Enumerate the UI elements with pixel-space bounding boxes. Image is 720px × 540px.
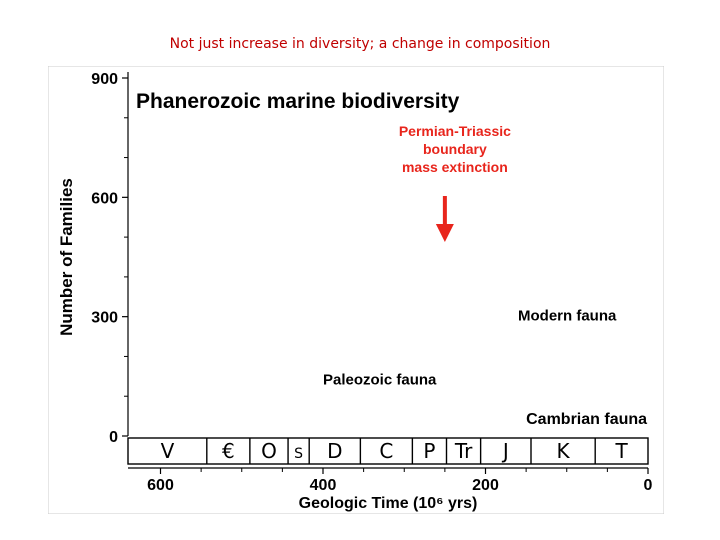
period-label: C bbox=[379, 439, 393, 463]
period-label: P bbox=[423, 439, 435, 463]
period-strip: V € O S D C P Tr J K T bbox=[127, 437, 649, 465]
x-axis-label: Geologic Time (10⁶ yrs) bbox=[299, 495, 478, 512]
period-label: D bbox=[327, 439, 342, 463]
y-tick-label: 300 bbox=[91, 310, 118, 327]
period-label: K bbox=[557, 439, 571, 463]
y-tick-label: 600 bbox=[91, 190, 118, 207]
period-label: T bbox=[614, 439, 628, 463]
x-tick-label: 200 bbox=[472, 477, 499, 494]
series-label-3: Modern fauna bbox=[518, 308, 617, 325]
annotation-line: boundary bbox=[423, 141, 487, 157]
period-label: V bbox=[161, 439, 175, 463]
chart-title: Phanerozoic marine biodiversity bbox=[136, 90, 460, 113]
annotation-line: mass extinction bbox=[402, 159, 508, 175]
period-label: J bbox=[501, 439, 509, 463]
series-label-2: Paleozoic fauna bbox=[323, 371, 437, 388]
x-tick-label: 600 bbox=[147, 477, 174, 494]
period-label: S bbox=[294, 446, 303, 462]
chart-labels: Geologic Time (10⁶ yrs) Number of Familie… bbox=[57, 82, 647, 512]
y-axis-label: Number of Families bbox=[57, 178, 76, 336]
y-tick-label: 900 bbox=[91, 71, 118, 88]
annotation-arrow-head bbox=[435, 224, 454, 242]
annotation-line: Permian-Triassic bbox=[399, 123, 511, 139]
chart-title-box bbox=[130, 82, 478, 116]
x-tick-label: 400 bbox=[310, 477, 337, 494]
period-label: € bbox=[222, 439, 235, 463]
slide-title: Not just increase in diversity; a change… bbox=[169, 36, 551, 52]
biodiversity-chart: 0 300 600 900 600 400 200 0 V € O S D C P Tr J K T Geolog… bbox=[48, 66, 664, 514]
period-label: Tr bbox=[454, 439, 473, 463]
x-tick-label: 0 bbox=[644, 477, 653, 494]
period-label: O bbox=[261, 439, 277, 463]
series-label-1: Cambrian fauna bbox=[526, 411, 647, 428]
y-tick-label: 0 bbox=[109, 429, 118, 446]
period-strip-box bbox=[127, 437, 649, 465]
